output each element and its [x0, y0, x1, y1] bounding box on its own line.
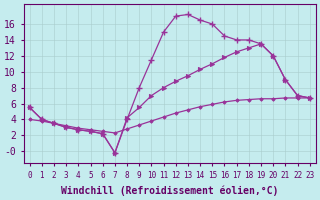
X-axis label: Windchill (Refroidissement éolien,°C): Windchill (Refroidissement éolien,°C): [61, 185, 278, 196]
